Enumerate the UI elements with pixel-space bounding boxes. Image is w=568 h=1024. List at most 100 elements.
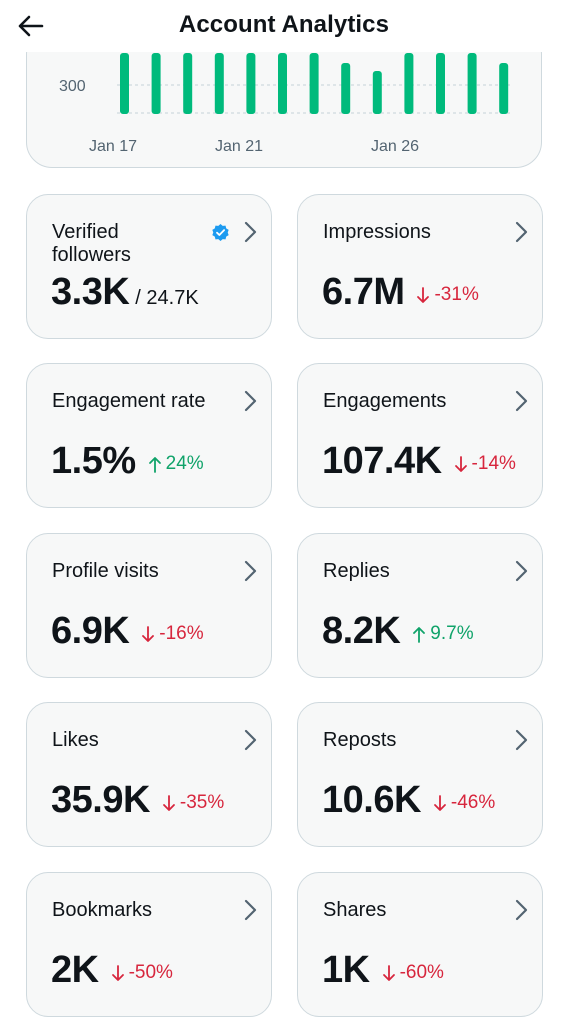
arrow-down-icon [111,965,124,981]
arrow-up-icon [413,627,426,643]
metric-value: 3.3K/ 24.7K [51,271,199,314]
metric-change-text: 9.7% [430,623,474,644]
metric-change: -16% [141,623,204,645]
metric-change-text: -50% [128,962,173,983]
chart-bar[interactable] [151,53,161,114]
chevron-right-icon [244,560,257,582]
metric-value-text: 107.4K [322,440,442,482]
chevron-right-icon [515,390,528,412]
metric-change-text: 24% [165,453,204,474]
metric-card-impressions[interactable]: Impressions 6.7M -31% [297,194,543,339]
arrow-down-icon [417,287,430,303]
metric-value: 1K [322,949,370,992]
metric-value-text: 10.6K [322,779,421,821]
metric-change: -46% [433,792,495,814]
metric-label: Reposts [323,729,397,751]
arrow-down-icon [454,456,467,472]
metric-card-engagement-rate[interactable]: Engagement rate 1.5% 24% [26,363,272,508]
chart-bar[interactable] [499,63,509,114]
metric-value-text: 6.7M [322,271,405,313]
bar-chart: 300 Jan 17 Jan 21 Jan 26 [59,53,512,155]
metric-change-text: -16% [159,623,204,644]
y-tick-label: 300 [59,78,86,95]
chevron-right-icon [244,390,257,412]
metric-value: 10.6K [322,779,421,822]
chart-bar[interactable] [436,53,445,114]
chevron-right-icon [244,729,257,751]
chevron-right-icon [244,899,257,921]
chart-bar[interactable] [214,53,224,114]
metric-change: -14% [454,453,516,475]
arrow-up-icon [148,457,161,473]
chart-bar[interactable] [278,53,287,114]
chart-bar[interactable] [120,53,129,114]
arrow-down-icon [382,965,395,981]
metric-change-text: -14% [471,453,516,474]
metric-value-text: 3.3K [51,271,130,313]
chart-bar[interactable] [372,71,382,114]
x-tick-label: Jan 17 [89,138,137,155]
metric-label: Bookmarks [52,899,153,921]
metric-value: 2K [51,949,99,992]
x-tick-label: Jan 26 [371,138,419,155]
metric-value-text: 2K [51,949,99,991]
metric-card-profile-visits[interactable]: Profile visits 6.9K -16% [26,533,272,678]
metric-label: Shares [323,899,387,921]
chevron-right-icon [515,899,528,921]
page-title: Account Analytics [178,11,390,38]
metric-label: Engagement rate [52,390,206,412]
verified-badge-icon [212,223,229,242]
metric-value-text: 1.5% [51,440,136,482]
metric-label: Replies [323,560,390,582]
arrow-down-icon [142,626,155,642]
metric-label: Engagements [323,390,447,412]
metric-card-verified-followers[interactable]: Verified followers 3.3K/ 24.7K [26,194,272,339]
metric-change: -35% [162,792,224,814]
metric-label: Verified followers [52,221,131,266]
metric-card-replies[interactable]: Replies 8.2K 9.7% [297,533,543,678]
top-bar: Account Analytics [0,0,568,52]
metric-change: -60% [382,962,444,984]
metric-change: 24% [148,453,204,475]
metric-value: 35.9K [51,779,150,822]
chart-bar[interactable] [404,53,414,114]
metric-total: / 24.7K [135,287,199,309]
metric-change: -31% [416,284,479,306]
metric-value-text: 35.9K [51,779,150,821]
metric-value: 107.4K [322,440,442,483]
back-arrow-icon[interactable] [14,10,46,42]
metric-change: 9.7% [412,623,474,645]
chart-bar[interactable] [246,53,256,114]
metric-card-engagements[interactable]: Engagements 107.4K -14% [297,363,543,508]
metric-card-likes[interactable]: Likes 35.9K -35% [26,702,272,847]
chevron-right-icon [515,729,528,751]
metric-value: 6.7M [322,271,405,314]
metric-change-text: -35% [179,792,225,813]
metric-change-text: -31% [434,284,479,305]
metric-change: -50% [111,962,173,984]
metric-change-text: -46% [450,792,496,813]
metric-card-shares[interactable]: Shares 1K -60% [297,872,543,1017]
chevron-right-icon [515,560,528,582]
arrow-down-icon [163,795,175,811]
chart-bar[interactable] [467,53,477,114]
chart-bar[interactable] [183,53,193,114]
chevron-right-icon [244,221,257,243]
metric-value-text: 8.2K [322,610,401,652]
metric-value-text: 6.9K [51,610,130,652]
metric-label: Likes [52,729,99,751]
metric-card-bookmarks[interactable]: Bookmarks 2K -50% [26,872,272,1017]
chevron-right-icon [515,221,528,243]
metric-card-reposts[interactable]: Reposts 10.6K -46% [297,702,543,847]
metric-value: 6.9K [51,610,130,653]
metric-value: 1.5% [51,440,136,483]
metric-change-text: -60% [399,962,444,983]
metric-label: Profile visits [52,560,159,582]
metric-label: Impressions [323,221,431,243]
metric-value-text: 1K [322,949,370,991]
x-tick-label: Jan 21 [215,138,263,155]
arrow-down-icon [434,795,446,811]
chart-bar[interactable] [341,63,351,114]
chart-bar[interactable] [309,53,319,114]
metric-value: 8.2K [322,610,401,653]
